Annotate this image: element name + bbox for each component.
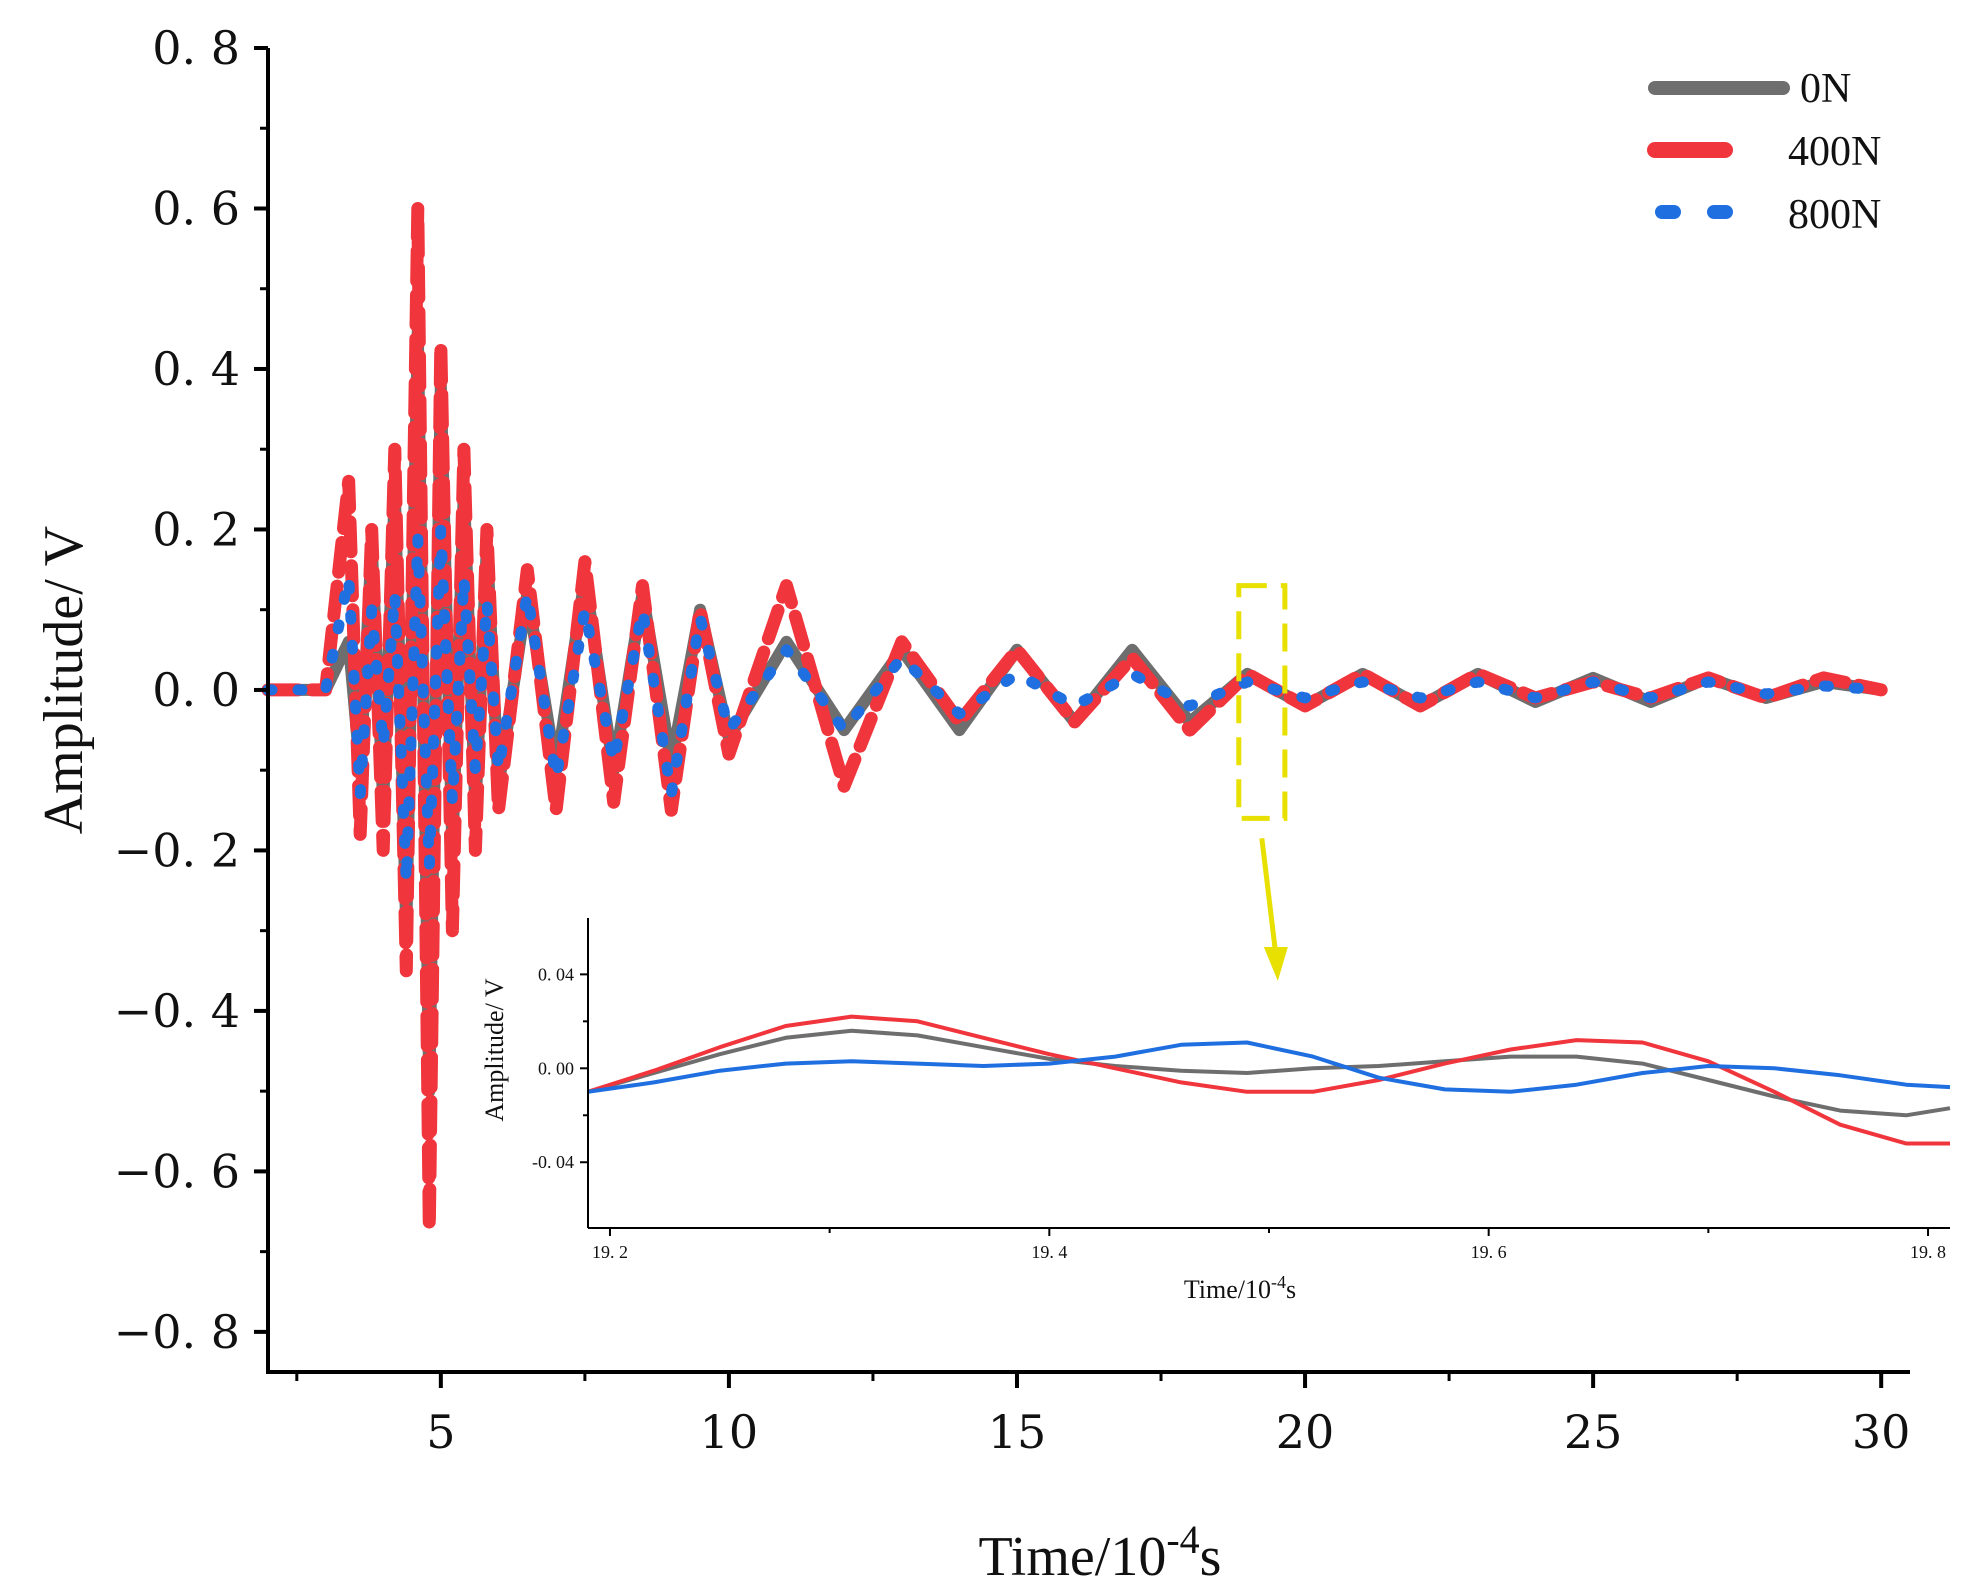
legend: 0N 400N 800N (1647, 66, 1881, 238)
legend-label-0N: 0N (1800, 66, 1851, 112)
inset-x-tick-label: 19. 2 (592, 1242, 628, 1262)
main-x-tick-label: 25 (1564, 1405, 1623, 1459)
main-y-tick-label: 0. 2 (152, 502, 240, 556)
inset-series-line-800N (587, 1040, 1951, 1094)
main-series-layer (261, 202, 1888, 1235)
main-x-axis-title-exponent: -4 (1166, 1517, 1199, 1562)
legend-label-800N: 800N (1788, 192, 1881, 238)
inset-x-axis-title-exponent: -4 (1271, 1272, 1286, 1292)
main-x-tick-labels: 5 10 15 20 25 30 (426, 1405, 1910, 1459)
inset-x-axis-title: Time/10-4s (1184, 1272, 1296, 1304)
inset-x-axis-title-base: Time/10 (1184, 1275, 1271, 1304)
main-x-axis-title: Time/10-4s (979, 1517, 1222, 1588)
main-y-tick-label: −0. 2 (114, 823, 240, 877)
inset-y-tick-label: 0. 04 (538, 964, 574, 984)
main-x-tick-label: 30 (1852, 1405, 1911, 1459)
inset-x-tick-label: 19. 4 (1031, 1242, 1067, 1262)
legend-label-400N: 400N (1788, 129, 1881, 175)
main-plot: 0. 8 0. 6 0. 4 0. 2 0. 0 −0. 2 −0. 4 −0. 6 −0. 8… (33, 21, 1910, 1588)
main-y-tick-label: 0. 6 (152, 181, 240, 235)
series-line-800N (262, 524, 1887, 888)
highlight-arrow (1259, 838, 1279, 956)
main-y-axis-title: Amplitude/ V (33, 526, 95, 835)
main-y-tick-label: −0. 8 (114, 1305, 240, 1359)
inset-series-layer (587, 1014, 1951, 1146)
main-y-tick-labels: 0. 8 0. 6 0. 4 0. 2 0. 0 −0. 2 −0. 4 −0. 6 −0. 8 (114, 21, 240, 1359)
inset-x-tick-label: 19. 6 (1471, 1242, 1507, 1262)
inset-y-tick-label: -0. 04 (532, 1152, 574, 1172)
main-y-tick-label: 0. 8 (152, 21, 240, 75)
main-x-tick-label: 5 (426, 1405, 455, 1459)
inset-y-tick-label: 0. 00 (538, 1058, 574, 1078)
main-axes (254, 46, 1910, 1388)
inset-x-tick-label: 19. 8 (1910, 1242, 1946, 1262)
zoom-highlight (1236, 583, 1288, 981)
main-x-tick-label: 10 (700, 1405, 759, 1459)
main-y-tick-label: −0. 4 (114, 984, 240, 1038)
inset-series-line-400N (587, 1014, 1950, 1146)
main-y-tick-label: 0. 0 (152, 663, 240, 717)
main-x-tick-label: 15 (988, 1405, 1047, 1459)
inset-x-tick-labels: 19. 2 19. 4 19. 6 19. 8 (592, 1242, 1946, 1262)
highlight-arrowhead (1263, 947, 1288, 981)
main-x-axis-title-unit: s (1200, 1526, 1222, 1588)
inset-plot: 0. 04 0. 00 -0. 04 19. 2 19. 4 19. 6 19. 8 Am… (480, 918, 1951, 1304)
highlight-box (1236, 583, 1288, 821)
inset-series-line-0N (587, 1028, 1951, 1118)
inset-y-axis-title: Amplitude/ V (480, 978, 509, 1121)
main-y-tick-label: 0. 4 (152, 342, 240, 396)
main-x-axis-title-base: Time/10 (979, 1526, 1167, 1588)
inset-x-axis-title-unit: s (1286, 1275, 1296, 1304)
main-x-tick-label: 20 (1276, 1405, 1335, 1459)
main-y-tick-label: −0. 6 (114, 1144, 240, 1198)
inset-axes (580, 918, 1950, 1236)
inset-y-tick-labels: 0. 04 0. 00 -0. 04 (532, 964, 574, 1172)
